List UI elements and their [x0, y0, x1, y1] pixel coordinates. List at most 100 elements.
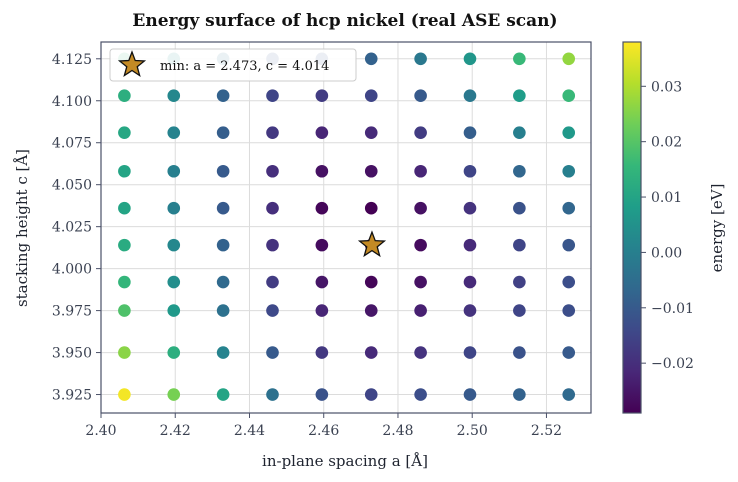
- colorbar-gradient: [623, 42, 641, 413]
- colorbar-ticks: 0.03 0.02 0.01 0.00 −0.01 −0.02: [641, 79, 694, 372]
- data-point: [513, 52, 526, 66]
- data-point: [513, 304, 526, 317]
- data-point: [513, 238, 526, 252]
- chart-title: Energy surface of hcp nickel (real ASE s…: [132, 11, 557, 31]
- colorbar-tick-label: 0.02: [651, 135, 682, 151]
- data-point: [118, 164, 131, 178]
- data-point: [167, 388, 181, 401]
- y-tick-label: 4.025: [52, 220, 92, 236]
- data-point: [513, 346, 526, 359]
- data-point: [315, 304, 329, 317]
- data-point: [216, 346, 230, 359]
- data-point: [463, 201, 477, 215]
- data-point: [364, 388, 378, 401]
- data-point: [414, 346, 427, 359]
- data-point: [364, 89, 378, 103]
- data-point: [167, 89, 181, 103]
- data-point: [167, 164, 181, 178]
- data-point: [118, 238, 131, 252]
- data-point: [315, 346, 329, 359]
- data-point: [463, 126, 477, 139]
- data-point: [167, 238, 181, 252]
- data-point: [266, 346, 279, 359]
- data-point: [513, 388, 526, 401]
- data-point: [266, 388, 279, 401]
- data-point: [216, 126, 230, 139]
- data-point: [315, 126, 329, 139]
- data-point: [216, 275, 230, 289]
- legend: min: a = 2.473, c = 4.014: [109, 48, 357, 82]
- data-point: [315, 164, 329, 178]
- data-point: [414, 164, 427, 178]
- data-point: [167, 346, 181, 359]
- data-point: [562, 388, 576, 401]
- colorbar-tick-label: −0.02: [651, 356, 694, 372]
- data-point: [364, 304, 378, 317]
- y-axis-ticks: 3.925 3.950 3.975 4.000 4.025 4.050 4.075 4.100…: [52, 52, 101, 404]
- data-point: [315, 89, 329, 103]
- legend-star: [117, 50, 147, 78]
- data-point: [463, 346, 477, 359]
- data-point: [562, 52, 576, 66]
- data-point: [414, 89, 427, 103]
- data-point: [266, 201, 279, 215]
- x-tick-label: 2.40: [85, 423, 116, 439]
- data-point: [513, 126, 526, 139]
- colorbar-frame: [622, 41, 642, 414]
- data-point: [167, 304, 181, 317]
- data-point: [463, 52, 477, 66]
- data-point: [463, 275, 477, 289]
- x-tick-label: 2.52: [531, 423, 562, 439]
- data-point: [216, 238, 230, 252]
- colorbar-tick-label: 0.01: [651, 190, 682, 206]
- data-point: [167, 275, 181, 289]
- data-point: [364, 346, 378, 359]
- y-tick-label: 3.950: [52, 346, 92, 362]
- plot-area: [101, 42, 591, 413]
- x-tick-label: 2.50: [457, 423, 488, 439]
- data-point: [562, 201, 576, 215]
- data-point: [364, 275, 378, 289]
- data-point: [315, 388, 329, 401]
- data-point: [463, 89, 477, 103]
- legend-label: min: a = 2.473, c = 4.014: [160, 59, 329, 74]
- minimum-star: [357, 230, 387, 258]
- data-point: [513, 201, 526, 215]
- data-point: [513, 164, 526, 178]
- y-tick-label: 4.125: [52, 52, 92, 68]
- data-point: [562, 164, 576, 178]
- x-axis-label: in-plane spacing a [Å]: [262, 452, 428, 470]
- data-point: [315, 201, 329, 215]
- data-point: [414, 388, 427, 401]
- colorbar-label: energy [eV]: [708, 184, 726, 273]
- data-point: [414, 238, 427, 252]
- data-point: [266, 164, 279, 178]
- x-tick-label: 2.44: [234, 423, 265, 439]
- y-tick-label: 4.075: [52, 136, 92, 152]
- data-point: [216, 388, 230, 401]
- data-point: [118, 275, 131, 289]
- data-point: [266, 89, 279, 103]
- data-point: [364, 201, 378, 215]
- data-point: [118, 126, 131, 139]
- data-point: [216, 164, 230, 178]
- colorbar: 0.03 0.02 0.01 0.00 −0.01 −0.02 energy [eV]: [622, 41, 726, 414]
- x-tick-label: 2.42: [160, 423, 191, 439]
- colorbar-tick-label: 0.00: [651, 245, 682, 261]
- data-point: [216, 89, 230, 103]
- data-point: [414, 52, 427, 66]
- legend-box: [109, 48, 357, 82]
- data-point: [315, 275, 329, 289]
- y-tick-label: 4.000: [52, 262, 92, 278]
- data-point: [216, 201, 230, 215]
- data-point: [463, 164, 477, 178]
- data-point: [463, 238, 477, 252]
- minimum-marker: [357, 230, 387, 258]
- data-point: [266, 126, 279, 139]
- data-point: [364, 52, 378, 66]
- data-point: [167, 126, 181, 139]
- data-point: [118, 201, 131, 215]
- scatter-points: [118, 52, 576, 401]
- data-point: [562, 304, 576, 317]
